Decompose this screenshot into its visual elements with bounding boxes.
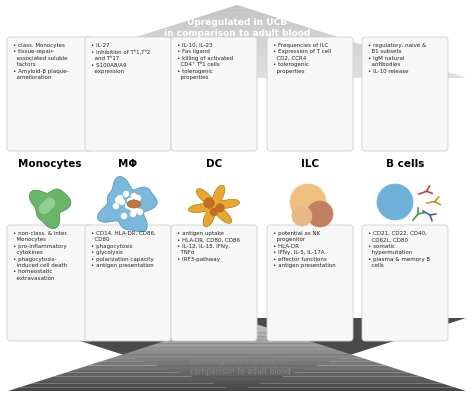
Polygon shape xyxy=(77,366,397,369)
Polygon shape xyxy=(226,318,248,322)
Polygon shape xyxy=(54,373,420,377)
Text: • IL-10, IL-23
• Fas ligand
• killing of activated
  CD4⁺ Tʰ1 cells
• tolerogeni: • IL-10, IL-23 • Fas ligand • killing of… xyxy=(177,43,233,80)
Polygon shape xyxy=(8,318,466,391)
Text: • CD21, CD22, CD40,
  CD62L, CD80
• somatic
  hypermutation
• plasma & memory B
: • CD21, CD22, CD40, CD62L, CD80 • somati… xyxy=(368,231,430,268)
Circle shape xyxy=(210,209,218,215)
Text: • potential as NK
  progenitor
• HLA-DR
• IFNγ, IL-5, IL-17A
• effector function: • potential as NK progenitor • HLA-DR • … xyxy=(273,231,336,268)
FancyBboxPatch shape xyxy=(171,37,257,151)
Polygon shape xyxy=(226,5,248,9)
Ellipse shape xyxy=(127,200,141,208)
Circle shape xyxy=(113,204,118,209)
Polygon shape xyxy=(180,19,294,23)
Circle shape xyxy=(136,196,140,200)
Text: • class. Monocytes
• tissue-repair-
  associated soluble
  factors
• Amyloid-β p: • class. Monocytes • tissue-repair- asso… xyxy=(13,43,69,80)
Polygon shape xyxy=(214,9,260,12)
Polygon shape xyxy=(8,387,466,391)
Polygon shape xyxy=(146,344,328,347)
Circle shape xyxy=(307,201,333,227)
Circle shape xyxy=(126,204,130,209)
Polygon shape xyxy=(157,340,317,344)
Text: Downregulated in UCB in
comparison to adult blood: Downregulated in UCB in comparison to ad… xyxy=(190,356,291,376)
Circle shape xyxy=(119,200,125,204)
Polygon shape xyxy=(42,377,432,380)
Polygon shape xyxy=(19,384,455,387)
Text: • IL-27
• inhibition of Tʰ1,Tʰ2
  and Tʰ17
• S100A8/A9
  expression: • IL-27 • inhibition of Tʰ1,Tʰ2 and Tʰ17… xyxy=(91,43,150,74)
Polygon shape xyxy=(203,325,271,329)
Polygon shape xyxy=(122,38,352,42)
Polygon shape xyxy=(100,45,374,49)
Polygon shape xyxy=(77,52,397,56)
Circle shape xyxy=(377,184,413,220)
Circle shape xyxy=(124,192,128,196)
Polygon shape xyxy=(19,71,455,74)
Bar xyxy=(8,78,466,318)
Polygon shape xyxy=(100,358,374,362)
Polygon shape xyxy=(31,380,443,384)
Text: DC: DC xyxy=(206,159,222,169)
Polygon shape xyxy=(157,27,317,30)
Circle shape xyxy=(292,206,312,226)
Polygon shape xyxy=(168,23,306,27)
Polygon shape xyxy=(214,322,260,325)
Text: • Frequencies of ILC
• Expression of T cell
  CD2, CCR4
• tolerogenic
  properti: • Frequencies of ILC • Expression of T c… xyxy=(273,43,331,74)
Text: ILC: ILC xyxy=(301,159,319,169)
FancyBboxPatch shape xyxy=(362,225,448,341)
Polygon shape xyxy=(168,336,306,340)
FancyBboxPatch shape xyxy=(85,37,171,151)
Circle shape xyxy=(204,198,214,208)
Polygon shape xyxy=(180,333,294,336)
Circle shape xyxy=(118,196,122,200)
FancyBboxPatch shape xyxy=(7,225,93,341)
Text: • non-class. & inter.
  Monocytes
• pro-inflammatory
  cytokines
• phagocytosis-: • non-class. & inter. Monocytes • pro-in… xyxy=(13,231,68,281)
FancyBboxPatch shape xyxy=(85,225,171,341)
Polygon shape xyxy=(29,189,71,228)
Polygon shape xyxy=(203,12,271,16)
Polygon shape xyxy=(146,30,328,34)
Polygon shape xyxy=(42,63,432,67)
Polygon shape xyxy=(38,197,56,215)
Text: B cells: B cells xyxy=(386,159,424,169)
Polygon shape xyxy=(134,34,340,38)
Circle shape xyxy=(121,213,127,219)
Circle shape xyxy=(128,198,133,204)
FancyBboxPatch shape xyxy=(171,225,257,341)
Circle shape xyxy=(129,206,135,211)
Polygon shape xyxy=(111,42,363,45)
Circle shape xyxy=(216,204,224,212)
Polygon shape xyxy=(97,176,157,232)
Polygon shape xyxy=(65,56,409,60)
Circle shape xyxy=(136,202,140,206)
Text: • antigen uptake
• HLA-DR, CD80, CD86
• IL-12, IL-18, IFNγ,
  TNFα
• IRF3-pathwa: • antigen uptake • HLA-DR, CD80, CD86 • … xyxy=(177,231,240,262)
FancyBboxPatch shape xyxy=(362,37,448,151)
Polygon shape xyxy=(111,354,363,358)
Polygon shape xyxy=(188,185,239,227)
Circle shape xyxy=(116,198,120,202)
Circle shape xyxy=(290,184,326,220)
Polygon shape xyxy=(88,362,386,366)
Polygon shape xyxy=(122,351,352,354)
Polygon shape xyxy=(54,60,420,63)
Text: MΦ: MΦ xyxy=(118,159,137,169)
Text: Monocytes: Monocytes xyxy=(18,159,82,169)
FancyBboxPatch shape xyxy=(267,37,353,151)
Polygon shape xyxy=(8,5,466,78)
Polygon shape xyxy=(191,16,283,19)
Circle shape xyxy=(131,194,137,198)
Text: Upregulated in UCB
in comparison to adult blood: Upregulated in UCB in comparison to adul… xyxy=(164,18,310,38)
Text: • CD14, HLA-DR, CD86,
  CD80
• phagocytosis
• glycolysis
• polarization capacity: • CD14, HLA-DR, CD86, CD80 • phagocytosi… xyxy=(91,231,156,268)
Text: • regulatory, naive &
  B1 subsets
• IgM natural
  antibodies
• IL-10 release: • regulatory, naive & B1 subsets • IgM n… xyxy=(368,43,427,74)
Polygon shape xyxy=(88,49,386,52)
Polygon shape xyxy=(65,369,409,373)
Polygon shape xyxy=(191,329,283,333)
Circle shape xyxy=(130,211,136,217)
Polygon shape xyxy=(31,67,443,71)
Polygon shape xyxy=(134,347,340,351)
FancyBboxPatch shape xyxy=(7,37,93,151)
Circle shape xyxy=(137,209,143,215)
Circle shape xyxy=(134,208,138,213)
Polygon shape xyxy=(8,74,466,78)
FancyBboxPatch shape xyxy=(267,225,353,341)
